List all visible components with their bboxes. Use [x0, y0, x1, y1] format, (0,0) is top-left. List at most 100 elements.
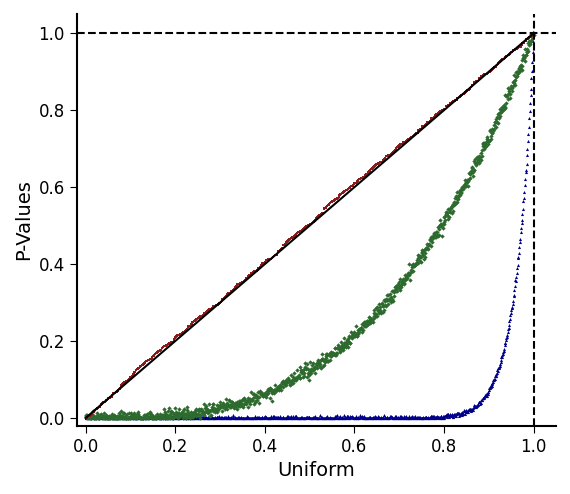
Point — [213, 401, 222, 409]
Point — [278, 378, 287, 386]
Point — [206, 305, 215, 313]
Point — [95, 413, 104, 421]
Point — [145, 408, 154, 416]
Point — [499, 105, 508, 113]
Point — [112, 414, 121, 422]
Point — [424, 240, 433, 247]
Point — [272, 413, 282, 421]
Point — [374, 159, 383, 167]
Point — [284, 376, 294, 384]
Point — [315, 358, 324, 366]
Point — [154, 413, 163, 421]
Point — [507, 48, 516, 56]
Point — [448, 98, 457, 106]
Point — [512, 45, 522, 53]
Point — [117, 381, 126, 389]
Point — [520, 45, 530, 53]
Point — [181, 327, 190, 335]
Point — [214, 414, 223, 422]
Point — [100, 413, 109, 421]
Point — [260, 412, 270, 420]
Point — [485, 384, 494, 392]
Point — [103, 414, 112, 422]
Point — [293, 414, 302, 422]
Point — [428, 114, 437, 122]
Point — [207, 305, 216, 313]
Point — [459, 181, 469, 189]
Point — [388, 413, 397, 421]
Point — [383, 152, 392, 160]
Point — [156, 412, 165, 420]
Point — [371, 310, 380, 318]
Point — [141, 358, 150, 366]
Point — [323, 414, 332, 422]
Point — [386, 150, 395, 158]
Point — [490, 122, 499, 129]
Point — [99, 398, 108, 406]
Point — [188, 410, 197, 417]
Point — [350, 179, 359, 187]
Point — [193, 315, 202, 323]
Point — [262, 256, 271, 264]
Point — [476, 399, 485, 407]
Point — [280, 379, 289, 387]
Point — [129, 414, 139, 422]
Point — [204, 306, 213, 314]
Point — [420, 253, 429, 261]
Point — [477, 72, 486, 80]
Point — [118, 414, 127, 422]
Point — [447, 411, 456, 419]
Point — [197, 312, 206, 320]
Point — [145, 411, 154, 418]
Point — [167, 338, 176, 346]
Point — [154, 412, 163, 420]
Point — [301, 414, 310, 422]
Point — [101, 412, 110, 420]
Point — [140, 413, 149, 421]
Point — [446, 99, 455, 107]
Point — [402, 414, 412, 422]
Point — [200, 413, 209, 421]
Point — [331, 414, 340, 422]
Point — [196, 413, 205, 421]
Point — [421, 249, 430, 257]
Point — [223, 289, 233, 297]
Point — [515, 43, 524, 51]
Point — [203, 307, 213, 315]
Point — [410, 262, 419, 270]
Point — [310, 363, 319, 371]
Point — [177, 413, 186, 421]
Point — [127, 412, 136, 420]
Point — [110, 414, 119, 422]
Point — [484, 68, 494, 76]
Point — [419, 413, 428, 421]
Point — [255, 414, 264, 422]
Point — [136, 362, 145, 370]
Point — [169, 336, 178, 344]
Point — [423, 241, 432, 248]
Point — [108, 390, 117, 398]
Point — [300, 414, 309, 422]
Point — [371, 313, 380, 321]
Point — [527, 32, 536, 40]
Point — [392, 287, 401, 295]
Point — [402, 273, 411, 281]
Point — [431, 233, 441, 241]
Point — [482, 70, 491, 78]
Point — [316, 211, 325, 219]
Point — [424, 414, 433, 422]
Point — [211, 407, 220, 414]
Point — [251, 399, 260, 407]
Point — [331, 414, 340, 422]
Point — [324, 351, 333, 359]
Point — [127, 373, 136, 381]
Point — [263, 256, 272, 264]
Point — [203, 414, 212, 422]
Point — [369, 313, 378, 321]
Point — [522, 160, 531, 168]
Point — [388, 414, 397, 422]
Point — [316, 356, 325, 364]
Point — [506, 50, 515, 58]
Point — [89, 414, 99, 422]
Point — [388, 149, 397, 157]
